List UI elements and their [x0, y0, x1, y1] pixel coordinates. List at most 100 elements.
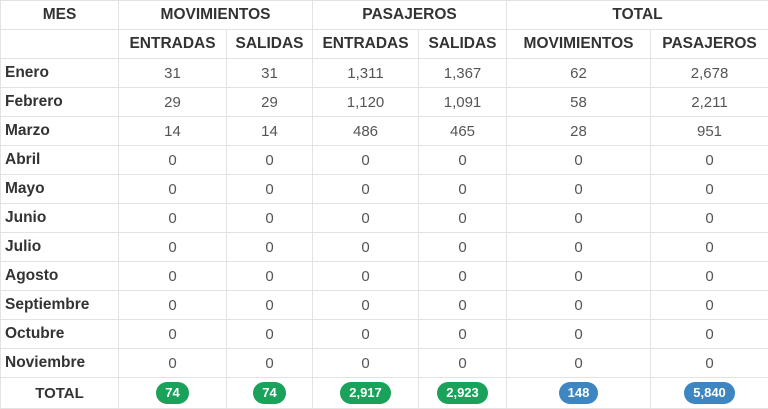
- value-cell: 0: [227, 262, 313, 291]
- header-entradas-mov: ENTRADAS: [119, 30, 227, 59]
- total-cell: 148: [507, 378, 651, 409]
- value-cell: 0: [507, 204, 651, 233]
- value-cell: 0: [313, 262, 419, 291]
- value-cell: 0: [119, 291, 227, 320]
- value-cell: 28: [507, 117, 651, 146]
- value-cell: 62: [507, 59, 651, 88]
- value-cell: 0: [119, 320, 227, 349]
- header-row-sub: ENTRADAS SALIDAS ENTRADAS SALIDAS MOVIMI…: [1, 30, 768, 59]
- month-cell: Mayo: [1, 175, 119, 204]
- value-cell: 0: [507, 349, 651, 378]
- value-cell: 486: [313, 117, 419, 146]
- value-cell: 0: [651, 146, 768, 175]
- value-cell: 0: [651, 291, 768, 320]
- total-cell: 2,917: [313, 378, 419, 409]
- value-cell: 0: [119, 349, 227, 378]
- value-cell: 1,311: [313, 59, 419, 88]
- value-cell: 0: [507, 262, 651, 291]
- value-cell: 1,120: [313, 88, 419, 117]
- total-label: TOTAL: [1, 378, 119, 409]
- value-cell: 0: [119, 204, 227, 233]
- total-badge: 148: [559, 382, 599, 404]
- value-cell: 0: [313, 291, 419, 320]
- header-empty: [1, 30, 119, 59]
- value-cell: 465: [419, 117, 507, 146]
- value-cell: 0: [419, 146, 507, 175]
- header-total-movimientos: MOVIMIENTOS: [507, 30, 651, 59]
- month-cell: Junio: [1, 204, 119, 233]
- value-cell: 0: [119, 146, 227, 175]
- value-cell: 0: [227, 320, 313, 349]
- value-cell: 0: [313, 146, 419, 175]
- value-cell: 14: [119, 117, 227, 146]
- value-cell: 14: [227, 117, 313, 146]
- value-cell: 0: [651, 320, 768, 349]
- month-cell: Noviembre: [1, 349, 119, 378]
- value-cell: 0: [119, 262, 227, 291]
- total-cell: 74: [227, 378, 313, 409]
- month-cell: Agosto: [1, 262, 119, 291]
- value-cell: 0: [419, 320, 507, 349]
- value-cell: 0: [119, 175, 227, 204]
- value-cell: 0: [651, 349, 768, 378]
- total-badge: 5,840: [684, 382, 735, 404]
- value-cell: 0: [313, 349, 419, 378]
- value-cell: 31: [119, 59, 227, 88]
- value-cell: 0: [119, 233, 227, 262]
- value-cell: 31: [227, 59, 313, 88]
- value-cell: 0: [419, 262, 507, 291]
- value-cell: 951: [651, 117, 768, 146]
- header-group-total: TOTAL: [507, 1, 768, 30]
- value-cell: 0: [507, 146, 651, 175]
- total-badge: 2,917: [340, 382, 391, 404]
- month-cell: Enero: [1, 59, 119, 88]
- month-cell: Octubre: [1, 320, 119, 349]
- month-cell: Septiembre: [1, 291, 119, 320]
- value-cell: 0: [227, 175, 313, 204]
- value-cell: 0: [227, 233, 313, 262]
- total-badge: 2,923: [437, 382, 488, 404]
- header-group-pasajeros: PASAJEROS: [313, 1, 507, 30]
- value-cell: 0: [651, 204, 768, 233]
- value-cell: 0: [651, 262, 768, 291]
- header-row-groups: MES MOVIMIENTOS PASAJEROS TOTAL: [1, 1, 768, 30]
- value-cell: 58: [507, 88, 651, 117]
- value-cell: 0: [507, 175, 651, 204]
- header-salidas-mov: SALIDAS: [227, 30, 313, 59]
- header-salidas-pas: SALIDAS: [419, 30, 507, 59]
- header-total-pasajeros: PASAJEROS: [651, 30, 768, 59]
- value-cell: 0: [507, 233, 651, 262]
- value-cell: 1,091: [419, 88, 507, 117]
- value-cell: 0: [419, 204, 507, 233]
- value-cell: 0: [419, 291, 507, 320]
- month-cell: Febrero: [1, 88, 119, 117]
- value-cell: 0: [651, 233, 768, 262]
- total-cell: 5,840: [651, 378, 768, 409]
- value-cell: 0: [419, 349, 507, 378]
- value-cell: 0: [651, 175, 768, 204]
- value-cell: 0: [227, 204, 313, 233]
- total-cell: 2,923: [419, 378, 507, 409]
- value-cell: 2,211: [651, 88, 768, 117]
- value-cell: 0: [507, 291, 651, 320]
- value-cell: 0: [419, 233, 507, 262]
- value-cell: 0: [227, 291, 313, 320]
- value-cell: 0: [313, 175, 419, 204]
- value-cell: 0: [227, 146, 313, 175]
- header-group-movimientos: MOVIMIENTOS: [119, 1, 313, 30]
- value-cell: 29: [119, 88, 227, 117]
- value-cell: 0: [227, 349, 313, 378]
- header-entradas-pas: ENTRADAS: [313, 30, 419, 59]
- value-cell: 0: [419, 175, 507, 204]
- value-cell: 0: [313, 204, 419, 233]
